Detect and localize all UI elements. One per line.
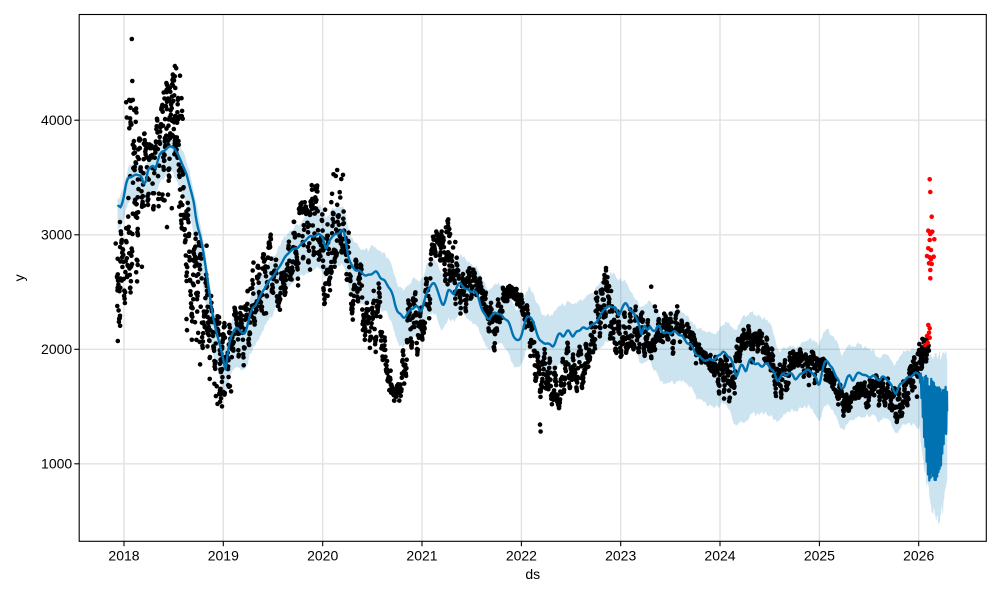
svg-text:2023: 2023 [605, 548, 636, 564]
svg-text:2022: 2022 [506, 548, 537, 564]
svg-text:y: y [11, 274, 27, 281]
svg-text:2021: 2021 [406, 548, 437, 564]
svg-text:ds: ds [525, 566, 540, 582]
svg-text:2026: 2026 [903, 548, 934, 564]
svg-text:4000: 4000 [41, 112, 72, 128]
svg-text:2019: 2019 [208, 548, 239, 564]
svg-text:2024: 2024 [704, 548, 735, 564]
svg-text:1000: 1000 [41, 456, 72, 472]
svg-text:2000: 2000 [41, 341, 72, 357]
svg-text:3000: 3000 [41, 227, 72, 243]
svg-text:2018: 2018 [108, 548, 139, 564]
svg-text:2025: 2025 [804, 548, 835, 564]
svg-text:2020: 2020 [307, 548, 338, 564]
